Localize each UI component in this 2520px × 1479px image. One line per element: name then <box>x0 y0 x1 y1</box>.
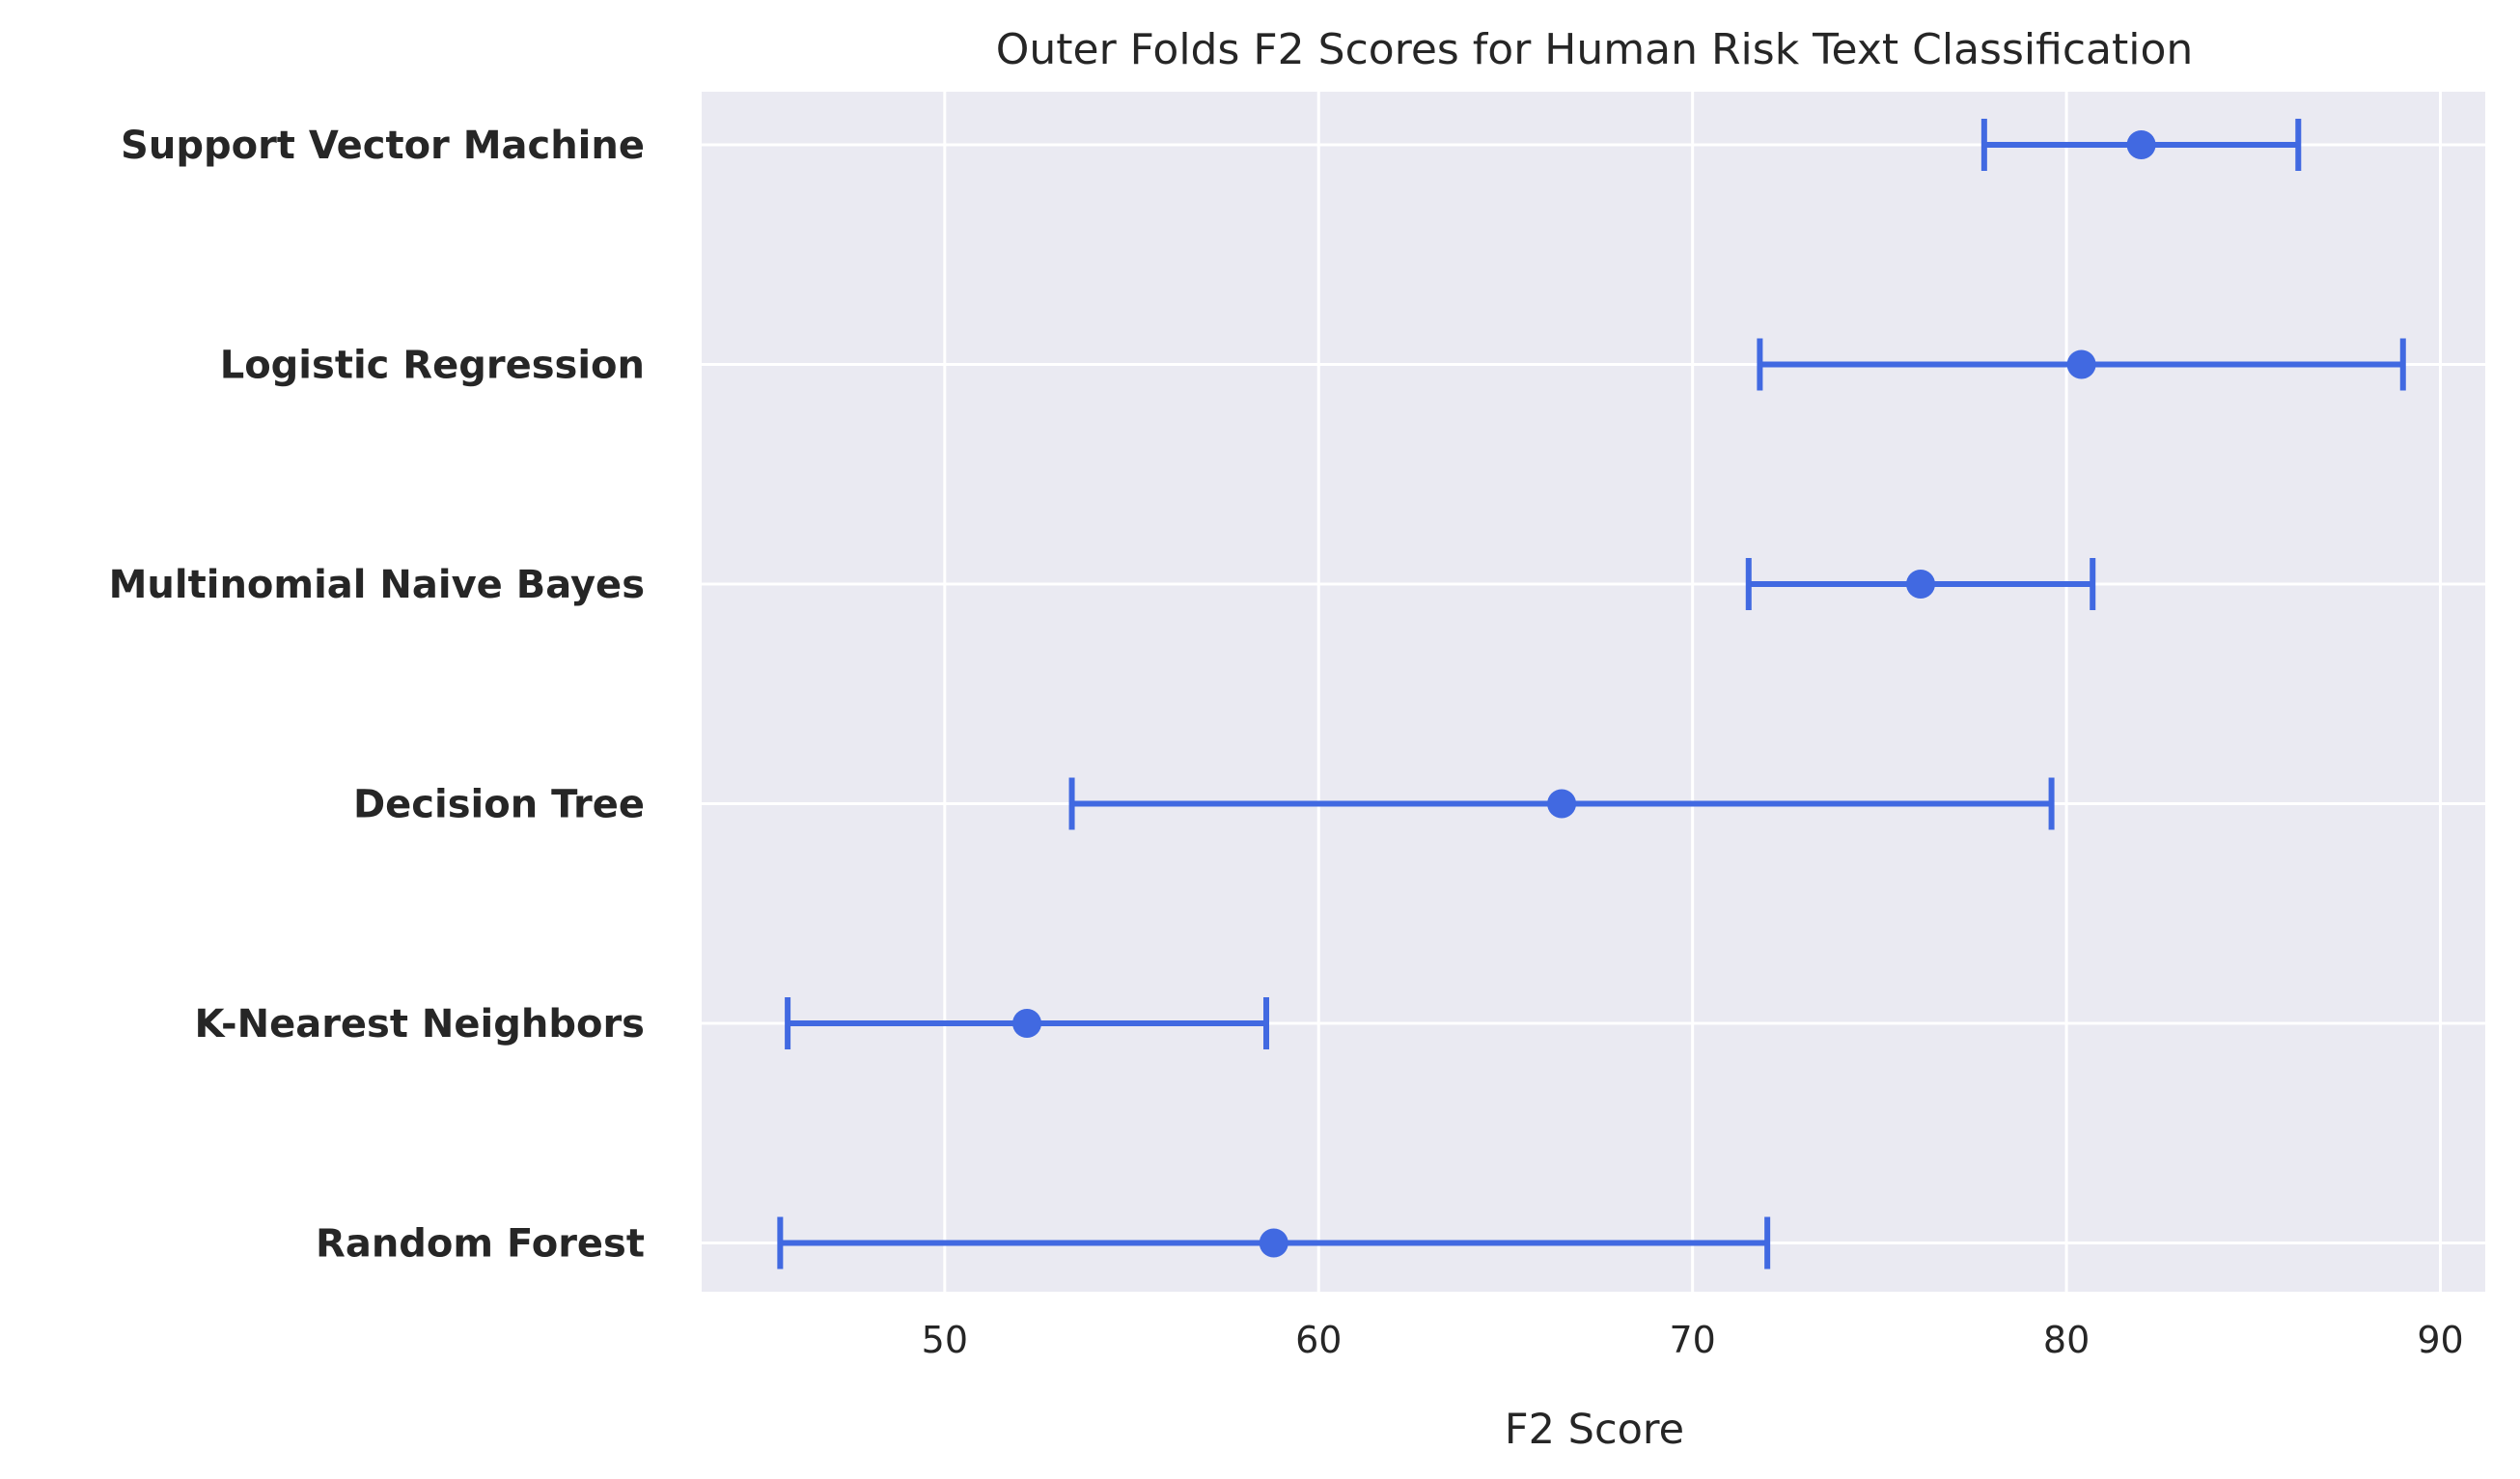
category-label: Random Forest <box>316 1222 645 1267</box>
x-tick-label: 80 <box>2043 1319 2090 1361</box>
plot-area <box>702 92 2485 1292</box>
x-tick-label: 70 <box>1669 1319 1715 1361</box>
category-label: Support Vector Machine <box>121 124 645 168</box>
data-point <box>2126 130 2156 159</box>
x-tick-label: 60 <box>1295 1319 1342 1361</box>
x-tick-label: 90 <box>2417 1319 2463 1361</box>
category-label: Multinomial Naive Bayes <box>109 563 645 607</box>
x-axis-label: F2 Score <box>1505 1406 1684 1454</box>
data-point <box>1259 1228 1288 1258</box>
chart-title: Outer Folds F2 Scores for Human Risk Tex… <box>996 25 2194 74</box>
data-marks <box>777 119 2406 1270</box>
category-labels: Support Vector Machine Logistic Regressio… <box>109 124 645 1267</box>
data-point <box>1905 570 1935 599</box>
x-tick-label: 50 <box>922 1319 968 1361</box>
data-point <box>1547 789 1577 819</box>
data-point <box>1012 1009 1042 1038</box>
x-tick-labels: 50 60 70 80 90 <box>922 1319 2464 1361</box>
category-label: Logistic Regression <box>220 344 645 388</box>
data-point <box>2066 349 2096 379</box>
category-label: K-Nearest Neighbors <box>194 1002 645 1046</box>
category-label: Decision Tree <box>353 783 645 827</box>
